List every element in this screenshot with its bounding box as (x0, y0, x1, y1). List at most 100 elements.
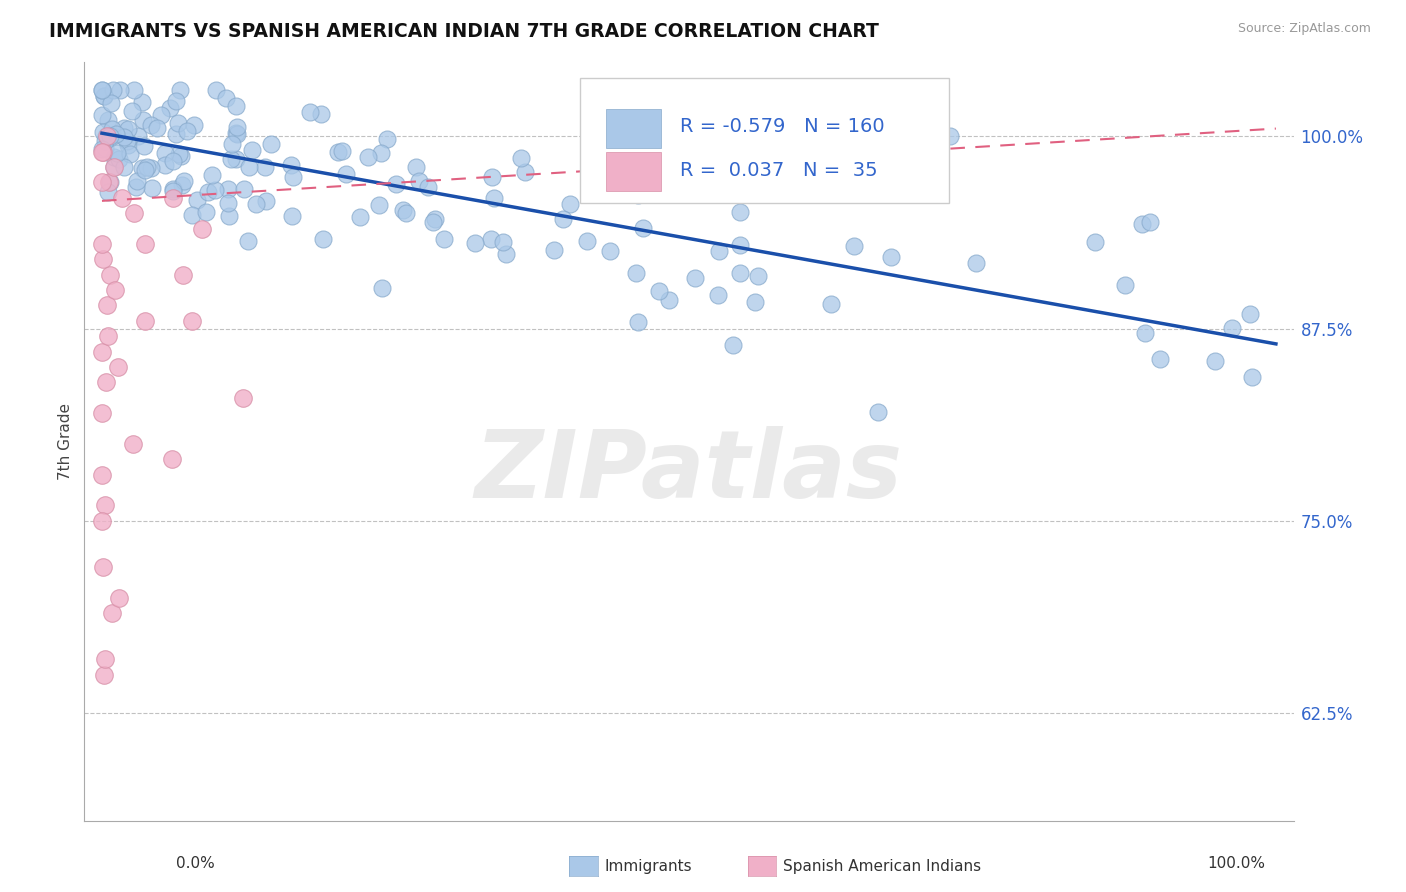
Point (707, 288, 730, 302)
Point (195, 204, 218, 219)
Point (423, 211, 446, 226)
Point (728, 266, 751, 280)
Point (149, 108, 172, 122)
Point (176, 124, 198, 138)
Point (217, 181, 239, 195)
Point (238, 234, 260, 248)
Point (205, 83, 228, 97)
Point (492, 235, 515, 250)
Point (385, 177, 408, 191)
Point (225, 126, 247, 140)
Point (221, 136, 243, 151)
Text: R = -0.579   N = 160: R = -0.579 N = 160 (681, 118, 886, 136)
Point (1220, 321, 1243, 335)
Point (93, 560, 115, 574)
Point (226, 120, 249, 134)
Point (91, 175, 114, 189)
Point (627, 188, 650, 202)
Point (124, 179, 146, 194)
Point (298, 104, 321, 119)
Point (349, 210, 371, 224)
Point (91, 406, 114, 420)
Point (481, 170, 503, 185)
Point (97, 185, 120, 199)
Point (98, 128, 121, 143)
Point (94, 499, 117, 513)
Point (91, 142, 114, 156)
Point (117, 138, 139, 153)
Text: Immigrants: Immigrants (605, 859, 692, 873)
Point (879, 250, 901, 264)
Point (98, 268, 121, 282)
Point (101, 606, 124, 620)
Point (215, 91, 238, 105)
Point (135, 161, 157, 175)
Point (254, 160, 277, 174)
Point (225, 99, 247, 113)
Point (370, 281, 392, 295)
Point (728, 205, 751, 219)
Point (219, 153, 242, 167)
Point (134, 139, 156, 153)
Point (433, 231, 456, 245)
Text: 0.0%: 0.0% (176, 856, 215, 871)
Point (392, 202, 415, 217)
Point (170, 178, 193, 193)
Point (96, 128, 118, 143)
Point (495, 247, 517, 261)
Point (172, 268, 194, 282)
Point (1133, 326, 1156, 341)
Point (405, 161, 427, 175)
Point (112, 120, 135, 135)
Point (201, 168, 224, 182)
Point (94, 134, 117, 148)
Point (1149, 352, 1171, 367)
Point (112, 160, 135, 174)
Point (1241, 369, 1264, 384)
FancyBboxPatch shape (606, 152, 661, 191)
Point (165, 128, 187, 142)
Point (122, 437, 145, 451)
Point (103, 129, 125, 144)
FancyBboxPatch shape (581, 78, 949, 202)
Point (375, 132, 398, 146)
Point (107, 359, 129, 374)
Point (139, 161, 162, 175)
Point (180, 314, 202, 328)
Point (685, 271, 707, 285)
Point (1139, 215, 1161, 229)
Point (484, 191, 506, 205)
Point (170, 149, 193, 163)
Point (626, 267, 648, 281)
Point (134, 314, 156, 328)
Text: IMMIGRANTS VS SPANISH AMERICAN INDIAN 7TH GRADE CORRELATION CHART: IMMIGRANTS VS SPANISH AMERICAN INDIAN 7T… (49, 22, 879, 41)
Point (330, 144, 353, 158)
Point (125, 174, 148, 188)
Point (254, 194, 277, 208)
Point (240, 144, 263, 158)
Point (91, 108, 114, 122)
Point (115, 134, 138, 148)
Point (134, 163, 156, 178)
Point (747, 269, 769, 284)
Point (648, 284, 671, 298)
Point (509, 152, 531, 166)
Point (204, 183, 226, 197)
Point (103, 150, 125, 164)
Point (91, 344, 114, 359)
Point (721, 338, 744, 352)
Point (162, 452, 184, 467)
Point (395, 206, 418, 220)
Point (162, 154, 184, 169)
Point (260, 136, 283, 151)
Point (105, 145, 128, 160)
Text: 100.0%: 100.0% (1208, 856, 1265, 871)
Point (370, 145, 392, 160)
Point (94, 376, 117, 390)
Point (820, 297, 842, 311)
Point (543, 244, 565, 258)
Point (108, 591, 131, 605)
Point (110, 83, 132, 97)
Point (93, 88, 115, 103)
Point (309, 106, 332, 120)
